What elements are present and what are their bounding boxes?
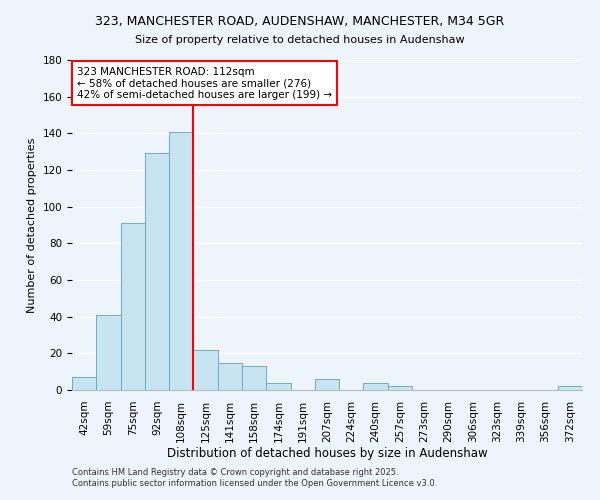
Text: 323, MANCHESTER ROAD, AUDENSHAW, MANCHESTER, M34 5GR: 323, MANCHESTER ROAD, AUDENSHAW, MANCHES… xyxy=(95,15,505,28)
Bar xyxy=(558,386,582,390)
Bar xyxy=(388,386,412,390)
Bar xyxy=(242,366,266,390)
Bar xyxy=(72,377,96,390)
Bar xyxy=(218,362,242,390)
X-axis label: Distribution of detached houses by size in Audenshaw: Distribution of detached houses by size … xyxy=(167,448,487,460)
Text: Size of property relative to detached houses in Audenshaw: Size of property relative to detached ho… xyxy=(135,35,465,45)
Text: Contains HM Land Registry data © Crown copyright and database right 2025.
Contai: Contains HM Land Registry data © Crown c… xyxy=(72,468,437,487)
Bar xyxy=(315,379,339,390)
Bar xyxy=(193,350,218,390)
Bar xyxy=(145,154,169,390)
Bar xyxy=(169,132,193,390)
Y-axis label: Number of detached properties: Number of detached properties xyxy=(27,138,37,312)
Bar xyxy=(96,315,121,390)
Bar xyxy=(364,382,388,390)
Bar xyxy=(266,382,290,390)
Bar xyxy=(121,223,145,390)
Text: 323 MANCHESTER ROAD: 112sqm
← 58% of detached houses are smaller (276)
42% of se: 323 MANCHESTER ROAD: 112sqm ← 58% of det… xyxy=(77,66,332,100)
